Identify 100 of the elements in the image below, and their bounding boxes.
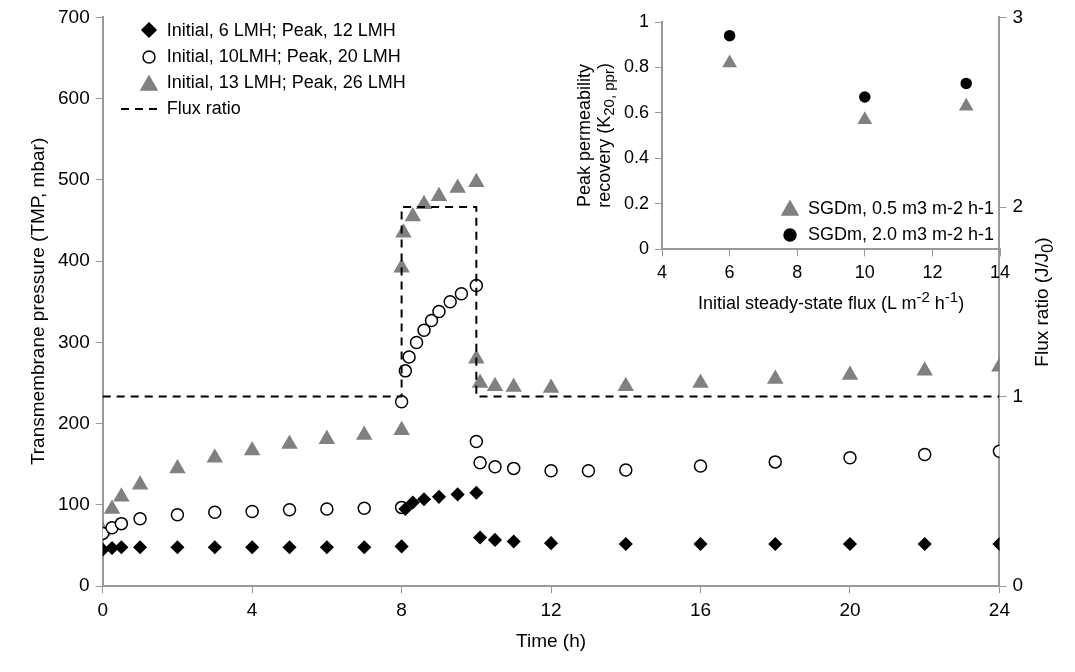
y2-tick-label: 0 — [1012, 574, 1024, 596]
point — [917, 362, 933, 376]
point — [472, 374, 488, 388]
point — [487, 377, 503, 392]
point — [409, 335, 424, 350]
point — [454, 286, 469, 301]
y2-tick-label: 1 — [1012, 384, 1024, 406]
x-tick-label: 14 — [989, 262, 1011, 283]
point — [133, 540, 147, 554]
y-tick-label: 500 — [58, 168, 90, 190]
point — [431, 187, 447, 201]
point — [320, 502, 334, 516]
point — [842, 366, 858, 380]
point — [245, 540, 259, 554]
point — [581, 464, 596, 478]
point — [244, 441, 260, 456]
point — [320, 540, 334, 554]
x-tick-label: 6 — [724, 262, 735, 283]
legend-label: Initial, 10LMH; Peak, 20 LMH — [166, 46, 401, 68]
x-tick-label: 12 — [922, 262, 943, 283]
point — [692, 374, 709, 388]
point — [424, 313, 439, 328]
point — [133, 512, 147, 526]
point — [282, 540, 297, 554]
point — [114, 516, 129, 531]
x-tick-label: 8 — [396, 598, 407, 620]
point — [543, 379, 559, 393]
point — [357, 540, 371, 554]
point — [469, 434, 484, 449]
point — [488, 460, 502, 474]
point — [618, 377, 634, 392]
point — [449, 179, 466, 193]
legend-label: Initial, 13 LMH; Peak, 26 LMH — [166, 72, 406, 94]
point — [468, 173, 485, 188]
point — [619, 463, 633, 477]
point — [506, 534, 521, 549]
point — [768, 455, 782, 469]
point — [208, 505, 222, 520]
point — [959, 98, 974, 111]
x-tick-label: 16 — [689, 598, 712, 620]
point — [693, 537, 708, 551]
point — [693, 459, 708, 473]
point — [207, 449, 223, 463]
y-tick-label: 100 — [58, 493, 90, 515]
y2-tick-label: 3 — [1012, 5, 1024, 27]
point — [402, 350, 416, 364]
point — [506, 461, 521, 476]
x-tick-label: 20 — [839, 598, 861, 620]
y-tick-label: 400 — [58, 249, 90, 271]
legend-label: SGDm, 0.5 m3 m-2 h-1 — [808, 197, 995, 219]
x-axis-title: Time (h) — [516, 629, 587, 652]
point — [394, 395, 409, 409]
point — [169, 459, 186, 474]
y-tick-label: 300 — [58, 330, 90, 352]
x-tick-label: 12 — [540, 598, 562, 620]
point — [917, 447, 932, 462]
legend-label: SGDm, 2.0 m3 m-2 h-1 — [808, 224, 995, 246]
point — [208, 540, 222, 554]
point — [722, 55, 737, 68]
point — [104, 500, 120, 514]
x-tick-label: 4 — [246, 598, 258, 620]
point — [132, 475, 148, 490]
y-tick-label: 0.4 — [623, 147, 650, 168]
point — [281, 435, 298, 449]
y-tick-label: 700 — [58, 5, 90, 27]
point — [432, 490, 446, 504]
legend-label: Initial, 6 LMH; Peak, 12 LMH — [166, 19, 396, 41]
point — [417, 323, 431, 337]
point — [473, 530, 487, 545]
point — [450, 487, 465, 502]
y-tick-label: 600 — [58, 86, 90, 108]
point — [506, 378, 522, 392]
y-axis-title: Transmembrane pressure (TMP, mbar) — [27, 138, 50, 466]
point — [394, 539, 409, 554]
point — [398, 502, 413, 516]
point — [282, 503, 297, 517]
x-axis-title: Initial steady-state flux (L m$^{-2}$ h$^{-1}$) — [698, 288, 965, 314]
x-tick-label: 8 — [792, 262, 803, 283]
point — [417, 492, 431, 507]
point — [469, 486, 484, 500]
point — [356, 426, 372, 440]
y-tick-label: 200 — [58, 411, 90, 433]
x-tick-label: 24 — [988, 598, 1011, 620]
point — [723, 29, 736, 42]
point — [917, 537, 932, 551]
legend-label: Flux ratio — [166, 98, 241, 120]
x-tick-label: 0 — [97, 598, 108, 620]
point — [432, 304, 446, 319]
point — [245, 504, 259, 519]
point — [473, 455, 487, 470]
y-tick-label: 0 — [639, 238, 650, 259]
y2-tick-label: 2 — [1012, 195, 1024, 217]
point — [858, 112, 872, 125]
point — [405, 207, 421, 222]
point — [357, 501, 371, 515]
point — [767, 370, 783, 384]
y-tick-label: 0 — [79, 574, 90, 596]
point — [393, 421, 410, 435]
point — [768, 537, 782, 551]
y-tick-label: 0.8 — [623, 56, 650, 77]
